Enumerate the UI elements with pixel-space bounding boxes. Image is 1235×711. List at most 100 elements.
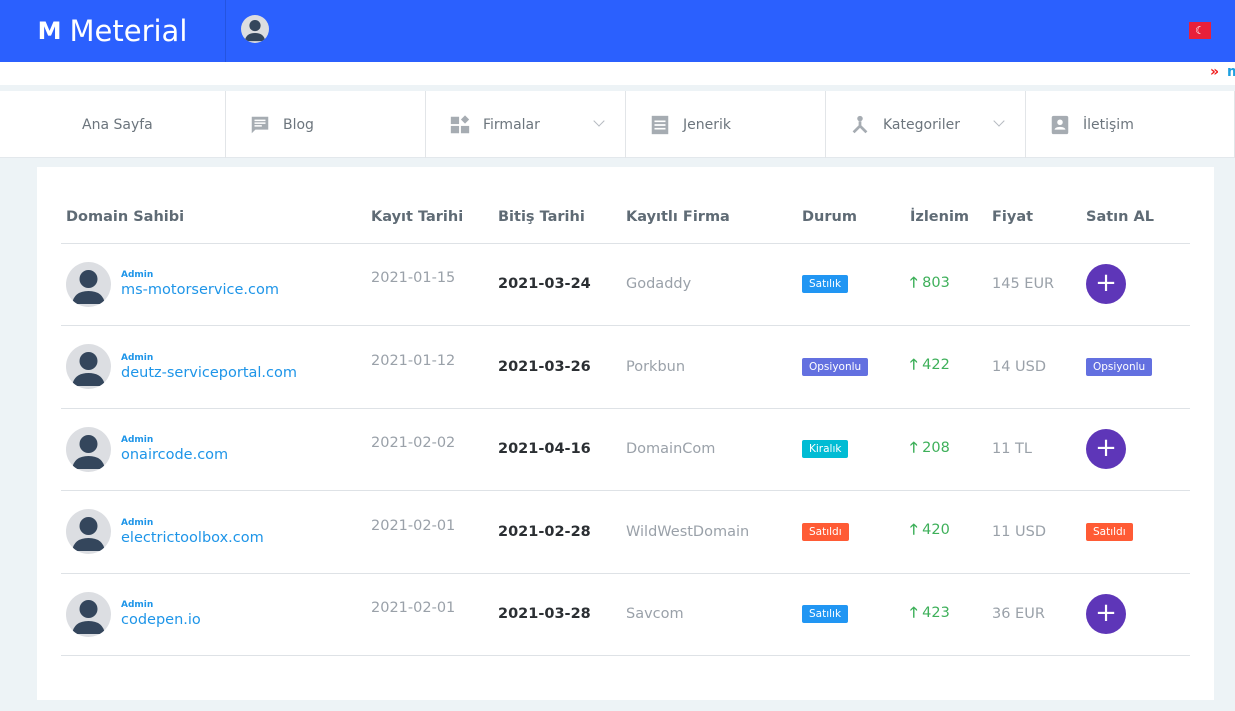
news-ticker: » m	[0, 62, 1235, 85]
registrar: Porkbun	[621, 325, 797, 409]
column-header: Domain Sahibi	[61, 185, 366, 244]
price: 11 TL	[987, 408, 1081, 491]
domain-link[interactable]: codepen.io	[121, 612, 201, 629]
nav-item-ana-sayfa[interactable]: Ana Sayfa	[0, 91, 226, 158]
nav-item-i-leti-im[interactable]: İletişim	[1026, 91, 1235, 158]
chevron-down-icon	[993, 115, 1005, 127]
buy-status-badge: Satıldı	[1086, 522, 1133, 541]
domain-link[interactable]: onaircode.com	[121, 447, 229, 464]
view-count: 420	[922, 522, 950, 539]
nav-item-blog[interactable]: Blog	[226, 91, 426, 158]
domain-link[interactable]: deutz-serviceportal.com	[121, 364, 297, 381]
expiry-date: 2021-04-16	[493, 408, 621, 491]
table-header: Domain Sahibi Kayıt Tarihi Bitiş Tarihi Kay…	[61, 185, 1190, 244]
owner-label: Admin	[121, 517, 154, 528]
logo-m-icon: M	[37, 17, 62, 45]
buy-plus-button[interactable]: +	[1086, 594, 1126, 635]
view-count: 423	[922, 604, 950, 621]
hub-icon	[849, 115, 871, 135]
main-nav: Ana Sayfa Blog Firmalar Jenerik Kategoriler İ…	[0, 91, 1235, 158]
avatar	[66, 509, 111, 555]
avatar	[66, 344, 111, 390]
arrow-up-icon: 🡑	[910, 439, 918, 456]
status-badge: Kiralık	[802, 440, 849, 459]
arrow-up-icon: 🡑	[910, 357, 918, 374]
buy-plus-button[interactable]: +	[1086, 264, 1126, 305]
domain-link[interactable]: electrictoolbox.com	[121, 529, 264, 546]
column-header: Fiyat	[987, 185, 1081, 244]
status-badge: Opsiyonlu	[802, 357, 869, 376]
arrow-up-icon: 🡑	[910, 522, 918, 539]
registrar: Savcom	[621, 573, 797, 656]
registrar: WildWestDomain	[621, 490, 797, 574]
view-count: 208	[922, 439, 950, 456]
nav-item-firmalar[interactable]: Firmalar	[426, 91, 626, 158]
nav-label: Jenerik	[683, 116, 731, 133]
expiry-date: 2021-03-28	[493, 573, 621, 656]
chevron-down-icon	[593, 115, 605, 127]
expiry-date: 2021-03-24	[493, 243, 621, 326]
register-date: 2021-01-12	[371, 352, 456, 369]
buy-status-badge: Opsiyonlu	[1086, 357, 1153, 376]
status-badge: Satılık	[802, 605, 849, 624]
arrow-up-icon: 🡑	[910, 604, 918, 621]
domain-table: Domain Sahibi Kayıt Tarihi Bitiş Tarihi Kay…	[61, 185, 1190, 656]
status-badge: Satıldı	[802, 522, 849, 541]
column-header: Satın AL	[1081, 185, 1190, 244]
arrow-up-icon: 🡑	[910, 274, 918, 291]
nav-label: İletişim	[1083, 116, 1134, 133]
view-count: 803	[922, 274, 950, 291]
brand-logo[interactable]: M Meterial	[0, 0, 226, 62]
expiry-date: 2021-03-26	[493, 325, 621, 409]
double-chevron-icon: »	[1210, 64, 1220, 80]
nav-label: Firmalar	[483, 116, 540, 133]
avatar	[66, 426, 111, 472]
owner-label: Admin	[121, 435, 154, 446]
domain-table-card: Domain Sahibi Kayıt Tarihi Bitiş Tarihi Kay…	[37, 167, 1214, 700]
owner-label: Admin	[121, 270, 154, 281]
nav-label: Ana Sayfa	[82, 116, 153, 133]
owner-label: Admin	[121, 352, 154, 363]
turkey-flag-icon[interactable]: ☾	[1189, 22, 1211, 39]
nav-label: Blog	[283, 116, 314, 133]
user-avatar[interactable]	[241, 15, 269, 43]
register-date: 2021-02-01	[371, 517, 456, 534]
domain-link[interactable]: ms-motorservice.com	[121, 282, 279, 299]
status-badge: Satılık	[802, 275, 849, 294]
table-row: Admin electrictoolbox.com 2021-02-01 2021…	[61, 490, 1190, 574]
ticker-text[interactable]: m	[1227, 64, 1235, 80]
register-date: 2021-02-01	[371, 600, 456, 617]
registrar: Godaddy	[621, 243, 797, 326]
widgets-icon	[449, 114, 471, 135]
buy-plus-button[interactable]: +	[1086, 429, 1126, 470]
nav-item-jenerik[interactable]: Jenerik	[626, 91, 826, 158]
column-header: Durum	[797, 185, 905, 244]
view-count: 422	[922, 357, 950, 374]
contact-icon	[1049, 115, 1071, 135]
column-header: Kayıtlı Firma	[621, 185, 797, 244]
table-row: Admin deutz-serviceportal.com 2021-01-12 …	[61, 325, 1190, 409]
nav-item-kategoriler[interactable]: Kategoriler	[826, 91, 1026, 158]
table-row: Admin codepen.io 2021-02-01 2021-03-28 Sa…	[61, 573, 1190, 656]
table-row: Admin onaircode.com 2021-02-02 2021-04-16…	[61, 408, 1190, 491]
column-header: Bitiş Tarihi	[493, 185, 621, 244]
column-header: İzlenim	[905, 185, 987, 244]
price: 36 EUR	[987, 573, 1081, 656]
avatar	[66, 261, 111, 307]
document-icon	[649, 115, 671, 135]
avatar	[66, 591, 111, 637]
price: 14 USD	[987, 325, 1081, 409]
column-header: Kayıt Tarihi	[366, 185, 493, 244]
register-date: 2021-02-02	[371, 435, 456, 452]
registrar: DomainCom	[621, 408, 797, 491]
register-date: 2021-01-15	[371, 270, 456, 287]
price: 11 USD	[987, 490, 1081, 574]
owner-label: Admin	[121, 600, 154, 611]
expiry-date: 2021-02-28	[493, 490, 621, 574]
brand-name: Meterial	[69, 14, 188, 48]
top-bar: M Meterial ☾	[0, 0, 1235, 62]
comment-icon	[249, 115, 271, 135]
table-row: Admin ms-motorservice.com 2021-01-15 2021…	[61, 243, 1190, 326]
nav-label: Kategoriler	[883, 116, 960, 133]
price: 145 EUR	[987, 243, 1081, 326]
